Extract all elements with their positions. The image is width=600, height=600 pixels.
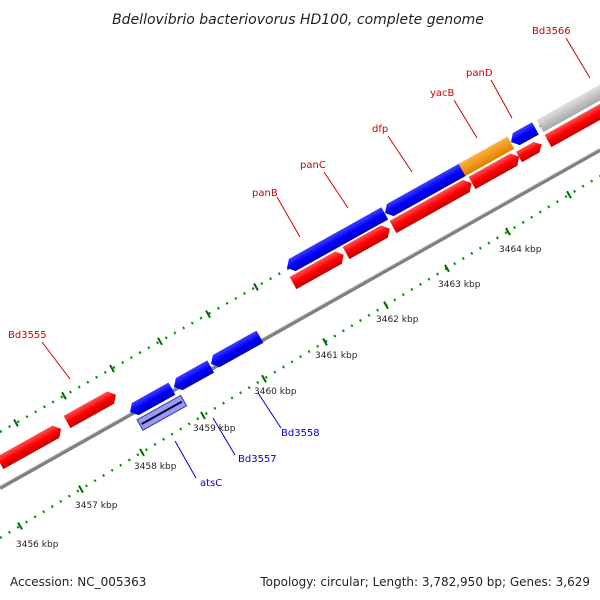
lower-major-tick xyxy=(505,227,511,236)
gene-block-yacB xyxy=(458,136,515,177)
upper-major-tick xyxy=(253,282,259,291)
gene-block-panD xyxy=(511,122,539,146)
gene-label-Bd3558[interactable]: Bd3558 xyxy=(281,428,320,439)
map-title: Bdellovibrio bacteriovorus HD100, comple… xyxy=(112,12,484,28)
gene-block-Bd3566-gray xyxy=(536,80,600,133)
tick-label-3464: 3464 kbp xyxy=(499,245,542,255)
gene-label-dfp[interactable]: dfp xyxy=(372,124,388,135)
upper-major-tick xyxy=(157,337,163,346)
forward-gene-yacB xyxy=(468,153,520,190)
reverse-strand-features xyxy=(130,330,264,431)
lower-major-tick xyxy=(139,448,145,457)
tick-label-3462: 3462 kbp xyxy=(376,315,419,325)
forward-gene-panD xyxy=(516,142,542,163)
tick-label-3460: 3460 kbp xyxy=(254,387,297,397)
lower-major-tick xyxy=(383,301,389,310)
gene-label-atsC[interactable]: atsC xyxy=(200,478,222,489)
gene-label-panD[interactable]: panD xyxy=(466,68,493,79)
lower-major-tick xyxy=(261,374,267,383)
upper-major-tick xyxy=(205,310,211,319)
reverse-gene-Bd3557 xyxy=(174,360,215,391)
forward-gene-Bd3566 xyxy=(544,103,600,148)
lower-major-tick xyxy=(17,521,23,530)
gene-label-Bd3566[interactable]: Bd3566 xyxy=(532,26,571,37)
reverse-gene-Bd3558 xyxy=(211,330,264,368)
lower-major-tick xyxy=(566,190,572,199)
gene-label-panC[interactable]: panC xyxy=(300,160,326,171)
tick-label-3458: 3458 kbp xyxy=(134,462,177,472)
gene-block-dfp xyxy=(385,162,467,217)
upper-major-tick xyxy=(13,418,19,427)
tick-label-3459: 3459 kbp xyxy=(193,424,236,434)
gene-block-panB-panC xyxy=(287,207,389,272)
accession-text: Accession: NC_005363 xyxy=(10,575,146,589)
reverse-gene-atsC xyxy=(136,394,188,431)
lower-major-tick xyxy=(78,485,84,494)
forward-gene-Bd3555 xyxy=(0,425,62,470)
genome-summary-text: Topology: circular; Length: 3,782,950 bp… xyxy=(259,575,590,589)
forward-gene-dfp xyxy=(389,179,472,234)
kbp-tick-labels: 3456 kbp 3457 kbp 3458 kbp 3459 kbp 3460… xyxy=(16,245,542,550)
lower-scale-track xyxy=(0,174,600,540)
forward-gene-panC xyxy=(342,225,390,260)
tick-label-3461: 3461 kbp xyxy=(315,351,358,361)
gene-label-yacB[interactable]: yacB xyxy=(430,88,455,99)
genome-backbone-highlight xyxy=(0,147,600,487)
tick-label-3463: 3463 kbp xyxy=(438,280,481,290)
tick-label-3456: 3456 kbp xyxy=(16,540,59,550)
gene-label-Bd3557[interactable]: Bd3557 xyxy=(238,454,277,465)
upper-major-tick xyxy=(61,391,67,400)
genome-backbone xyxy=(0,148,600,490)
gene-label-panB[interactable]: panB xyxy=(252,188,278,199)
lower-major-tick xyxy=(322,337,328,346)
gene-label-Bd3555[interactable]: Bd3555 xyxy=(8,330,47,341)
upper-strand-features xyxy=(287,80,600,272)
forward-strand-features xyxy=(0,103,600,470)
tick-label-3457: 3457 kbp xyxy=(75,501,118,511)
forward-gene-Bd3554 xyxy=(63,391,116,429)
upper-major-tick xyxy=(109,364,115,373)
lower-major-tick xyxy=(444,264,450,273)
gene-labels: Bd3555 panB panC dfp yacB panD Bd3566 at… xyxy=(8,26,571,489)
label-leaders xyxy=(41,37,591,479)
forward-gene-panB xyxy=(289,251,344,290)
reverse-gene-Bd3556 xyxy=(130,382,176,416)
lower-major-tick xyxy=(200,411,206,420)
